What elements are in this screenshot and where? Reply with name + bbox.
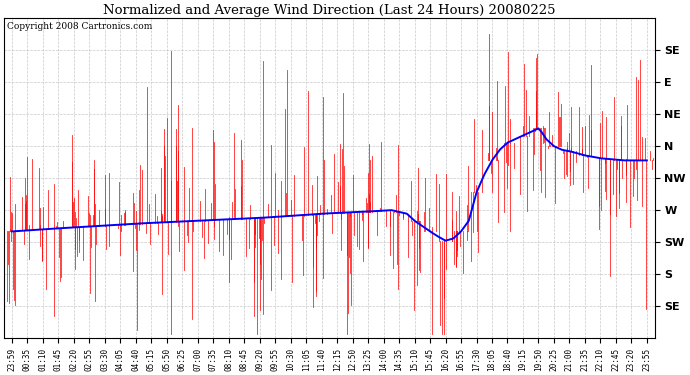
Title: Normalized and Average Wind Direction (Last 24 Hours) 20080225: Normalized and Average Wind Direction (L…: [103, 4, 555, 17]
Text: Copyright 2008 Cartronics.com: Copyright 2008 Cartronics.com: [8, 21, 152, 30]
